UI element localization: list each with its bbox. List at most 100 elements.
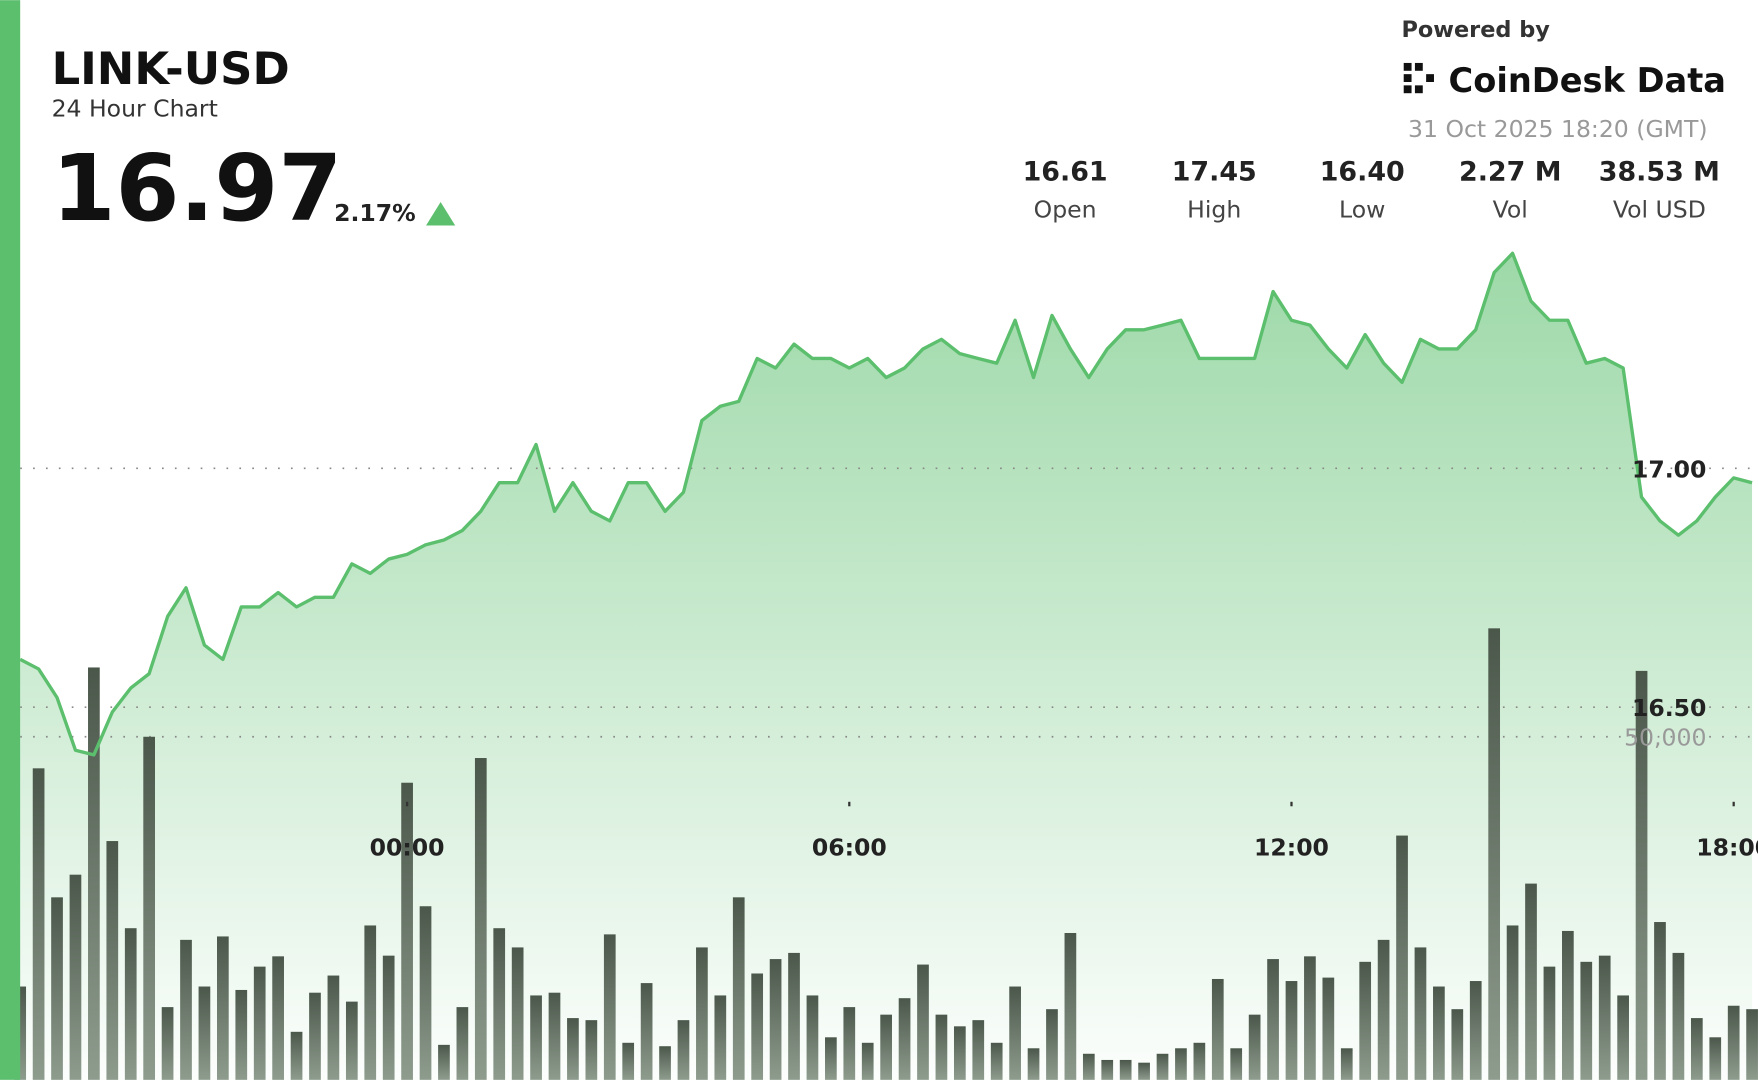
- volume-bar: [493, 928, 506, 1080]
- volume-bar: [530, 995, 542, 1080]
- volume-bar: [456, 1007, 469, 1080]
- stat-label: Vol USD: [1613, 196, 1706, 224]
- volume-bar: [1672, 952, 1685, 1080]
- volume-bar: [401, 782, 413, 1080]
- volume-bar: [438, 1044, 450, 1080]
- price-line: [19, 251, 1753, 757]
- up-arrow: [426, 201, 456, 226]
- volume-bar: [898, 998, 911, 1080]
- volume-bar: [1101, 1059, 1114, 1080]
- volume-bar: [659, 1046, 671, 1080]
- volume-bar: [880, 1014, 892, 1080]
- volume-bar: [1433, 986, 1445, 1080]
- price-area: [20, 253, 1753, 1080]
- stat-value: 2.27 M: [1459, 157, 1561, 188]
- volume-bar: [69, 874, 82, 1080]
- stats: 16.61 Open 17.45 High 16.40 Low 2.27 M Vol 38.53…: [1023, 157, 1720, 224]
- plot: 00:00 06:00 12:00 18:00 16.50 17.00 50,000: [14, 251, 1758, 1080]
- volume-bar: [1396, 835, 1408, 1080]
- volume-bar: [677, 1020, 690, 1080]
- volume-bar: [32, 768, 45, 1080]
- volume-bar: [161, 1007, 174, 1080]
- volume-bar: [1414, 947, 1427, 1080]
- volume-bar: [1322, 977, 1335, 1080]
- powered-by: Powered by: [1401, 17, 1550, 43]
- volume-bar: [917, 964, 929, 1080]
- volume-bar: [732, 897, 745, 1080]
- volume-bar: [253, 966, 266, 1080]
- accent-bar: [0, 0, 21, 1080]
- volume-bar: [622, 1042, 635, 1080]
- volume-bar: [1469, 981, 1482, 1080]
- volume-bar: [88, 667, 100, 1080]
- volume-bar: [1488, 628, 1501, 1080]
- volume-bar: [1064, 933, 1077, 1080]
- volume-bar: [1746, 1009, 1758, 1080]
- y-tick-label: 16.50: [1632, 694, 1706, 722]
- volume-bar: [1635, 670, 1648, 1080]
- volume-bar: [1598, 955, 1611, 1080]
- volume-bar: [788, 952, 800, 1080]
- volume-bar: [640, 983, 653, 1080]
- volume-bar: [585, 1020, 598, 1080]
- volume-bar: [1175, 1048, 1187, 1080]
- x-tick-label: 12:00: [1254, 834, 1329, 862]
- volume-bar: [382, 955, 395, 1080]
- volume-bar: [567, 1018, 579, 1080]
- volume-bar: [1525, 883, 1537, 1080]
- change: 2.17%: [334, 199, 416, 227]
- volume-bar: [1211, 978, 1224, 1080]
- volume-bar: [1230, 1048, 1243, 1080]
- stat-label: Open: [1034, 196, 1097, 224]
- period: 24 Hour Chart: [52, 95, 218, 123]
- volume-bar: [345, 1001, 358, 1080]
- volume-bar: [364, 925, 377, 1080]
- volume-bar: [1193, 1042, 1206, 1080]
- volume-bar: [1156, 1053, 1169, 1080]
- x-tick-label: 00:00: [370, 834, 445, 862]
- volume-bar: [419, 906, 432, 1080]
- symbol: LINK-USD: [52, 42, 290, 95]
- volume-bar: [198, 986, 211, 1080]
- volume-bar: [843, 1007, 856, 1080]
- volume-bar: [714, 995, 727, 1080]
- volume-bar: [290, 1031, 303, 1080]
- volume-bar: [825, 1037, 837, 1080]
- volume-bar: [1580, 961, 1593, 1080]
- volume-bar: [1727, 1005, 1740, 1080]
- volume-bar: [1285, 981, 1298, 1080]
- x-tick-label: 18:00: [1696, 834, 1758, 862]
- volume-bar: [1046, 1009, 1058, 1080]
- stat-value: 16.40: [1320, 157, 1405, 188]
- volume-bar: [1267, 959, 1279, 1080]
- volume-bar: [1082, 1053, 1095, 1080]
- y-tick-label: 17.00: [1632, 455, 1706, 483]
- volume-bar: [1009, 986, 1021, 1080]
- volume-bar: [143, 736, 156, 1080]
- volume-bar: [1027, 1048, 1040, 1080]
- volume-bar: [235, 989, 248, 1080]
- timestamp: 31 Oct 2025 18:20 (GMT): [1408, 115, 1708, 143]
- volume-bar: [216, 936, 229, 1080]
- stat-label: Vol: [1493, 196, 1528, 224]
- volume-bar: [106, 841, 119, 1080]
- volume-bar: [1377, 939, 1390, 1080]
- volume-bar: [1304, 956, 1316, 1080]
- volume-bar: [935, 1014, 948, 1080]
- volume-bar: [1506, 925, 1519, 1080]
- stat-value: 16.61: [1023, 157, 1108, 188]
- volume-bar: [548, 992, 561, 1080]
- y2-tick-label: 50,000: [1624, 724, 1706, 752]
- volume-bar: [1617, 995, 1629, 1080]
- brand: CoinDesk Data: [1449, 61, 1726, 100]
- price: 16.97: [52, 135, 343, 242]
- stat-label: Low: [1339, 196, 1385, 224]
- x-tick-label: 06:00: [812, 834, 887, 862]
- stat-value: 38.53 M: [1599, 157, 1720, 188]
- volume-bar: [1359, 961, 1372, 1080]
- volume-bar: [180, 939, 192, 1080]
- volume-bar: [511, 947, 524, 1080]
- volume-bar: [1340, 1048, 1353, 1080]
- volume-bar: [751, 973, 764, 1080]
